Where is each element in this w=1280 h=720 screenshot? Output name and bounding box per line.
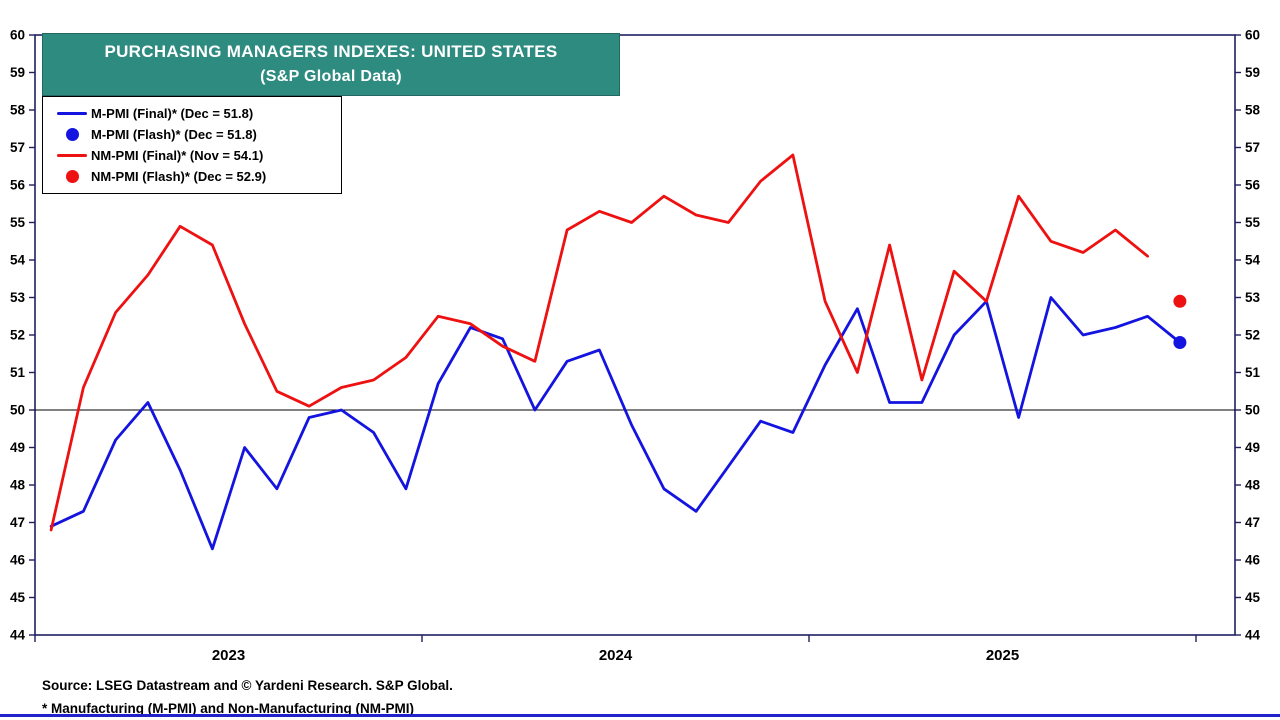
y-axis-label-right: 46 bbox=[1245, 553, 1261, 568]
y-axis-label-left: 56 bbox=[10, 178, 26, 193]
y-axis-label-left: 59 bbox=[10, 65, 25, 80]
y-axis-label-right: 54 bbox=[1245, 253, 1261, 268]
y-axis-label-right: 49 bbox=[1245, 440, 1260, 455]
y-axis-label-left: 58 bbox=[10, 103, 26, 118]
legend: M-PMI (Final)* (Dec = 51.8) M-PMI (Flash… bbox=[42, 96, 342, 194]
chart-title-line2: (S&P Global Data) bbox=[260, 67, 402, 85]
chart-title-box: PURCHASING MANAGERS INDEXES: UNITED STAT… bbox=[42, 33, 620, 96]
legend-label: NM-PMI (Flash)* (Dec = 52.9) bbox=[91, 169, 267, 184]
x-axis-year-label: 2025 bbox=[986, 647, 1019, 664]
footer-rule bbox=[0, 714, 1280, 717]
y-axis-label-right: 45 bbox=[1245, 590, 1261, 605]
m-pmi-flash-dot bbox=[1173, 336, 1187, 349]
y-axis-label-left: 57 bbox=[10, 140, 25, 155]
y-axis-label-left: 49 bbox=[10, 440, 25, 455]
y-axis-label-left: 48 bbox=[10, 478, 26, 493]
y-axis-label-left: 52 bbox=[10, 328, 25, 343]
y-axis-label-left: 53 bbox=[10, 290, 26, 305]
y-axis-label-right: 56 bbox=[1245, 178, 1261, 193]
y-axis-label-left: 47 bbox=[10, 515, 25, 530]
y-axis-label-right: 51 bbox=[1245, 365, 1261, 380]
legend-item-nm-pmi-flash: NM-PMI (Flash)* (Dec = 52.9) bbox=[53, 167, 331, 186]
y-axis-label-right: 59 bbox=[1245, 65, 1260, 80]
y-axis-label-right: 53 bbox=[1245, 290, 1261, 305]
x-axis-year-label: 2024 bbox=[599, 647, 633, 664]
y-axis-label-right: 57 bbox=[1245, 140, 1260, 155]
legend-item-m-pmi-flash: M-PMI (Flash)* (Dec = 51.8) bbox=[53, 125, 331, 144]
y-axis-label-left: 45 bbox=[10, 590, 26, 605]
y-axis-label-left: 54 bbox=[10, 253, 26, 268]
y-axis-label-left: 55 bbox=[10, 215, 26, 230]
y-axis-label-right: 50 bbox=[1245, 403, 1260, 418]
m-pmi-final-line bbox=[49, 296, 1182, 551]
chart-title-line1: PURCHASING MANAGERS INDEXES: UNITED STAT… bbox=[104, 42, 558, 61]
y-axis-label-right: 55 bbox=[1245, 215, 1261, 230]
nm-pmi-final-line bbox=[49, 153, 1149, 532]
y-axis-label-right: 47 bbox=[1245, 515, 1260, 530]
footnote-text: * Manufacturing (M-PMI) and Non-Manufact… bbox=[42, 701, 414, 716]
legend-label: M-PMI (Final)* (Dec = 51.8) bbox=[91, 106, 254, 121]
dot-swatch-icon bbox=[53, 128, 91, 141]
y-axis-label-left: 50 bbox=[10, 403, 25, 418]
y-axis-label-right: 48 bbox=[1245, 478, 1261, 493]
y-axis-label-left: 44 bbox=[10, 628, 26, 643]
legend-item-nm-pmi-final: NM-PMI (Final)* (Nov = 54.1) bbox=[53, 146, 331, 165]
source-text: Source: LSEG Datastream and © Yardeni Re… bbox=[42, 678, 453, 693]
y-axis-label-right: 52 bbox=[1245, 328, 1260, 343]
y-axis-label-right: 44 bbox=[1245, 628, 1261, 643]
y-axis-label-left: 51 bbox=[10, 365, 26, 380]
legend-item-m-pmi-final: M-PMI (Final)* (Dec = 51.8) bbox=[53, 104, 331, 123]
nm-pmi-flash-dot bbox=[1173, 294, 1187, 308]
y-axis-label-left: 60 bbox=[10, 28, 25, 43]
y-axis-label-right: 58 bbox=[1245, 103, 1261, 118]
line-swatch-icon bbox=[53, 153, 91, 158]
legend-label: NM-PMI (Final)* (Nov = 54.1) bbox=[91, 148, 264, 163]
dot-swatch-icon bbox=[53, 170, 91, 183]
y-axis-label-left: 46 bbox=[10, 553, 26, 568]
line-swatch-icon bbox=[53, 111, 91, 116]
x-axis-year-label: 2023 bbox=[212, 647, 245, 664]
y-axis-label-right: 60 bbox=[1245, 28, 1260, 43]
legend-label: M-PMI (Flash)* (Dec = 51.8) bbox=[91, 127, 257, 142]
